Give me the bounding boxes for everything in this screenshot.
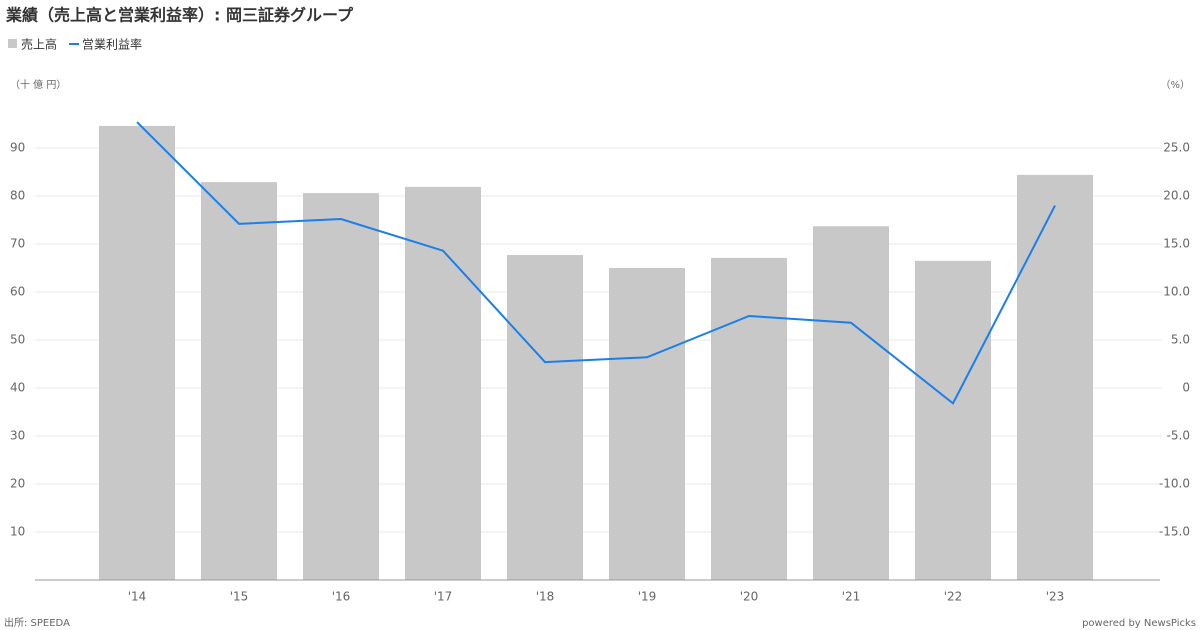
y-tick-label: 90 xyxy=(10,141,25,155)
x-tick-label: '18 xyxy=(536,590,555,604)
y-tick-label: 50 xyxy=(10,333,25,347)
y-tick-label: 30 xyxy=(10,429,25,443)
y2-tick-label: -5.0 xyxy=(1167,429,1190,443)
legend-swatch xyxy=(8,39,17,48)
bar xyxy=(711,257,787,580)
y2-tick-label: -10.0 xyxy=(1159,477,1190,491)
y2-tick-label: 0 xyxy=(1182,381,1190,395)
source: 出所: SPEEDA xyxy=(4,616,70,629)
y-tick-label: 40 xyxy=(10,381,25,395)
bar xyxy=(99,125,175,581)
credit: powered by NewsPicks xyxy=(1082,618,1196,629)
x-tick-label: '22 xyxy=(944,590,963,604)
y-tick-label: 20 xyxy=(10,477,25,491)
bar xyxy=(609,268,685,580)
x-tick-label: '20 xyxy=(740,590,759,604)
x-tick-label: '15 xyxy=(230,590,249,604)
bar xyxy=(303,193,379,580)
bar xyxy=(915,260,991,580)
y2-tick-label: -15.0 xyxy=(1159,525,1190,539)
legend-label: 売上高 xyxy=(21,37,57,52)
bar xyxy=(1017,174,1093,580)
bar xyxy=(813,226,889,581)
chart-title: 業績（売上高と営業利益率）: 岡三証券グループ xyxy=(5,6,354,25)
x-tick-label: '14 xyxy=(128,590,147,604)
y-unit: （十 億 円） xyxy=(10,78,66,91)
legend-label: 営業利益率 xyxy=(82,37,142,52)
y2-tick-label: 15.0 xyxy=(1163,237,1190,251)
y-tick-label: 70 xyxy=(10,237,25,251)
bar xyxy=(507,255,583,581)
bar xyxy=(405,186,481,580)
line xyxy=(136,121,1056,405)
x-tick-label: '17 xyxy=(434,590,453,604)
x-tick-label: '19 xyxy=(638,590,657,604)
y-tick-label: 10 xyxy=(10,525,25,539)
y2-tick-label: 20.0 xyxy=(1163,189,1190,203)
y2-unit: （%） xyxy=(1160,79,1190,91)
y-tick-label: 80 xyxy=(10,189,25,203)
y2-tick-label: 25.0 xyxy=(1163,141,1190,155)
bar xyxy=(201,182,277,580)
x-tick-label: '23 xyxy=(1046,590,1065,604)
y-tick-label: 60 xyxy=(10,285,25,299)
x-tick-label: '16 xyxy=(332,590,351,604)
y2-tick-label: 10.0 xyxy=(1163,285,1190,299)
y2-tick-label: 5.0 xyxy=(1171,333,1190,347)
x-tick-label: '21 xyxy=(842,590,861,604)
